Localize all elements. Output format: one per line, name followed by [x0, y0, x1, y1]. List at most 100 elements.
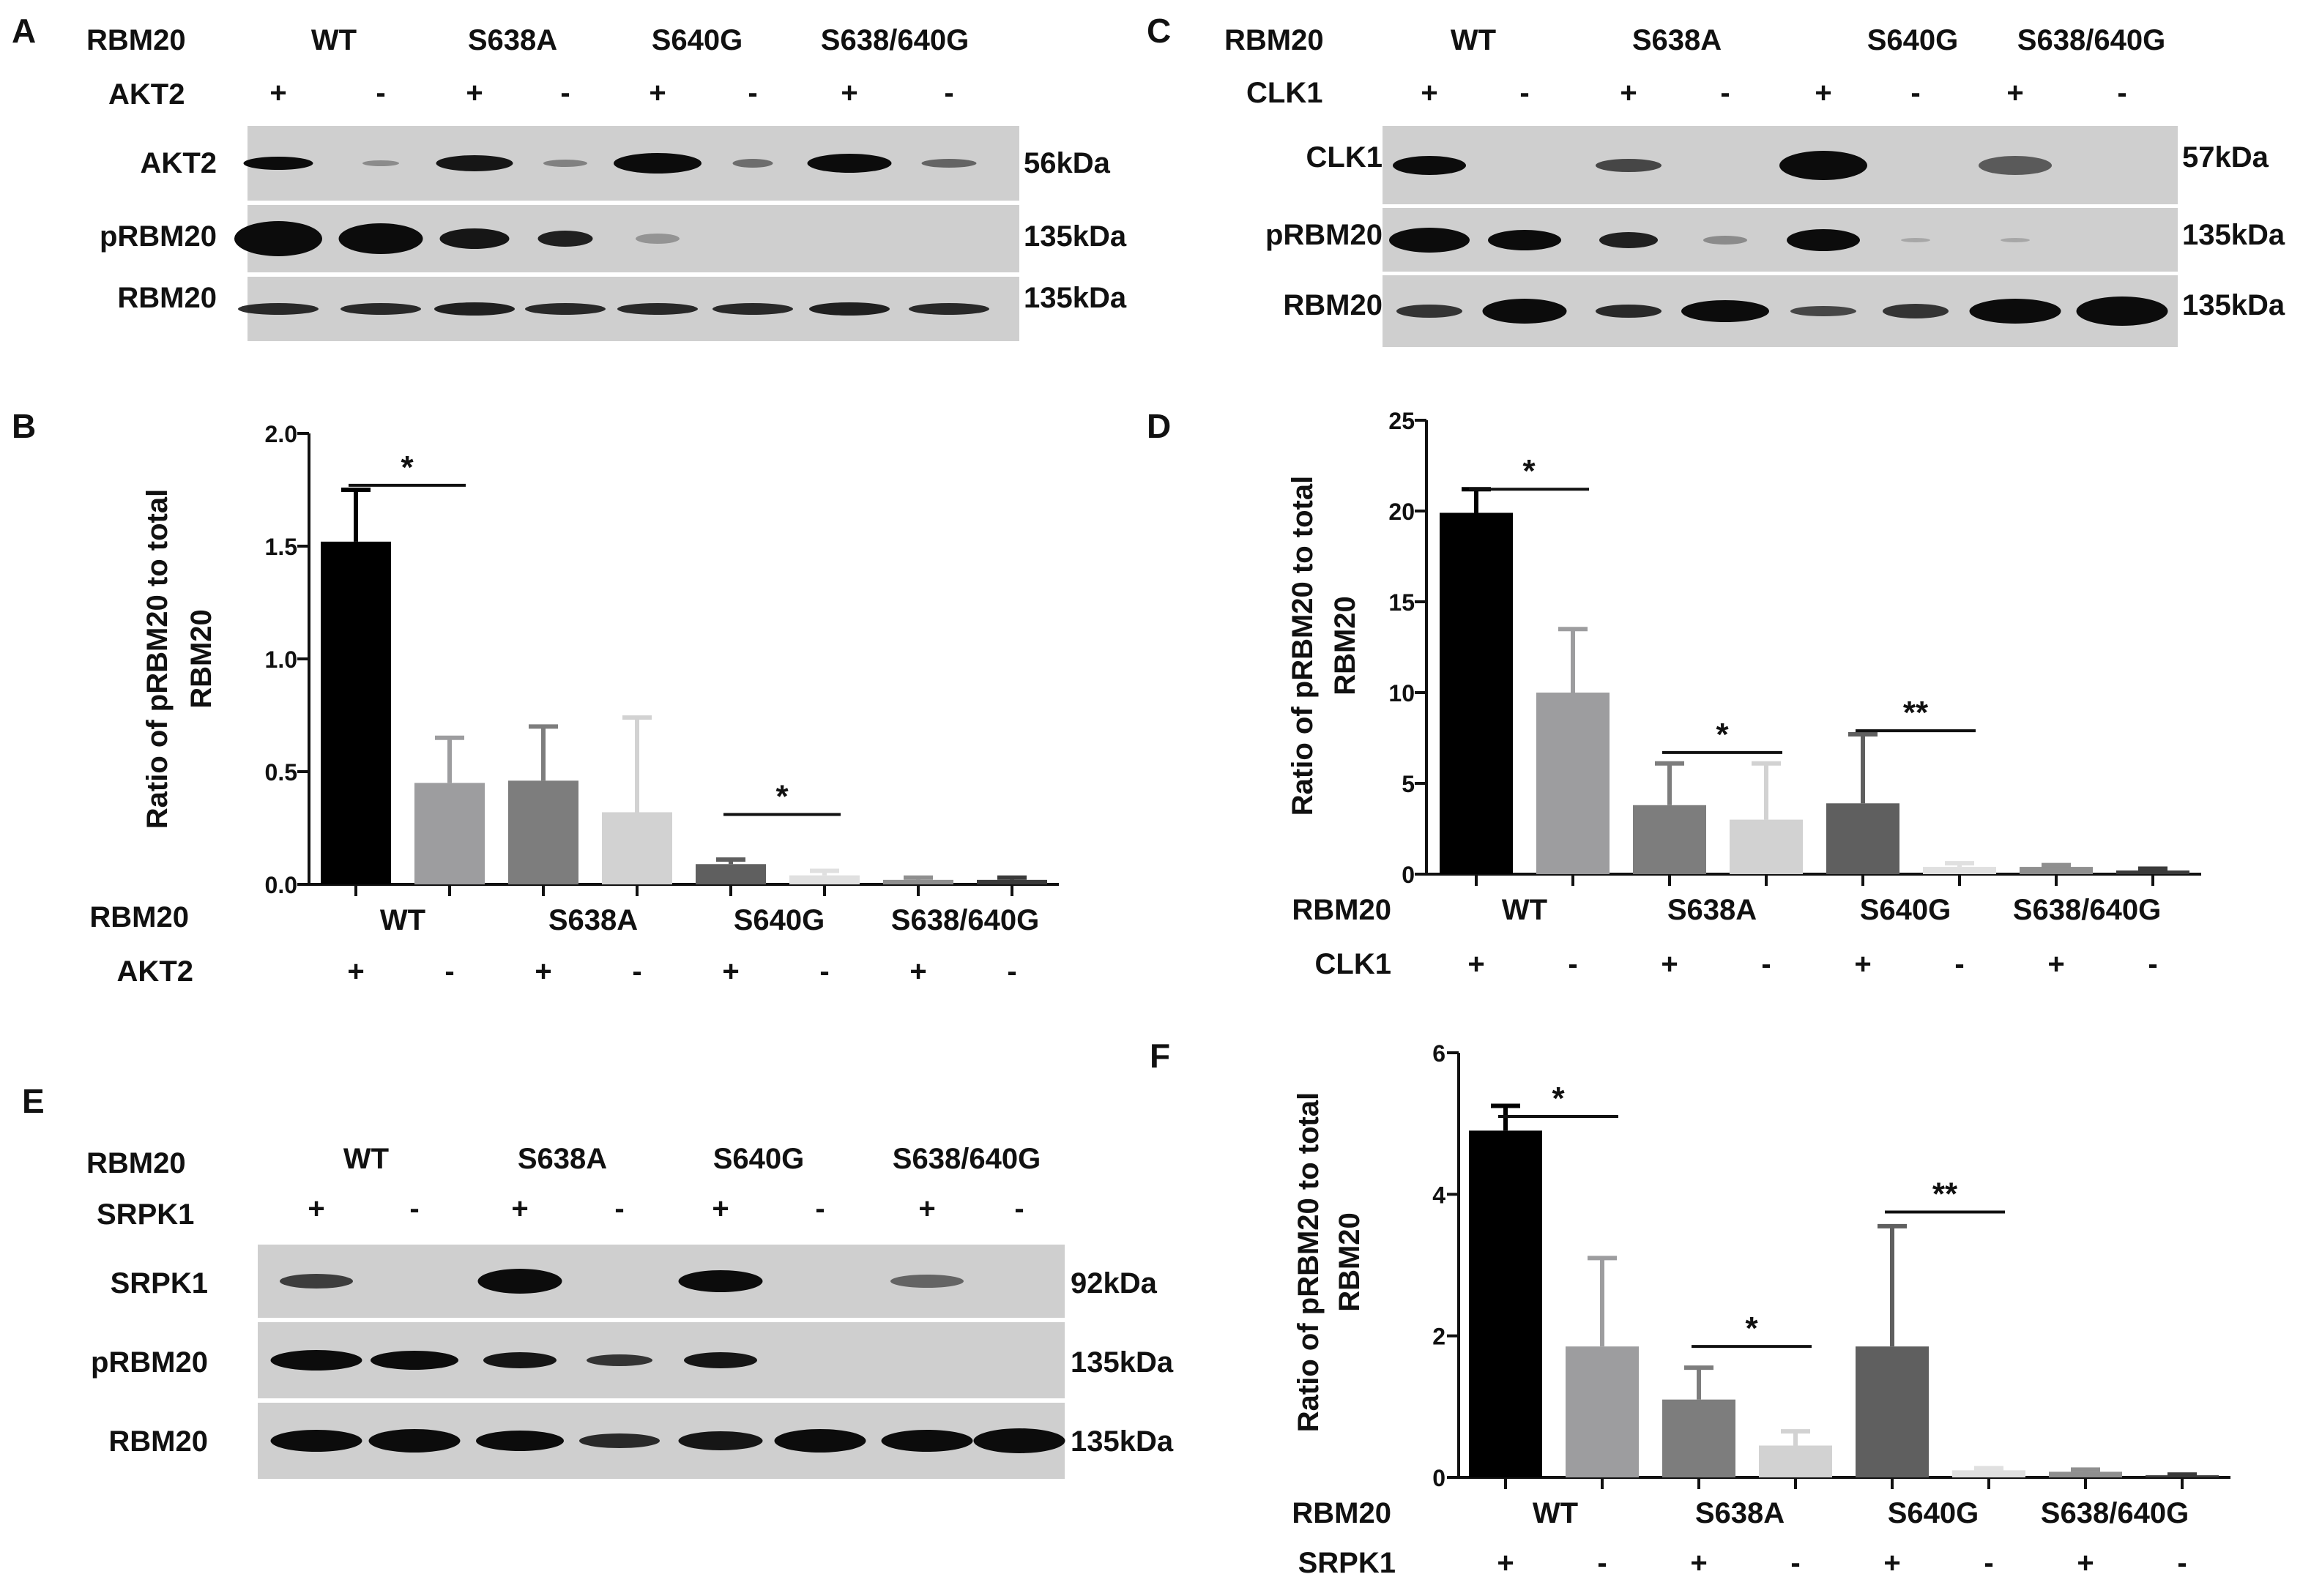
molecular-weight-label: 56kDa: [1024, 147, 1111, 179]
molecular-weight-label: 92kDa: [1071, 1267, 1158, 1299]
bar-chart-panel-d: D 0 5 10 15 20 25 Ratio of pRBM20 to total RBM20…: [1147, 407, 2201, 980]
treatment-sign: +: [2047, 948, 2064, 980]
protein-band: [477, 1269, 562, 1294]
y-tick-label: 15: [1388, 589, 1415, 616]
protein-band: [890, 1275, 964, 1288]
protein-band: [1389, 228, 1470, 253]
y-tick-label: 6: [1432, 1040, 1445, 1067]
treatment-sign: +: [2006, 77, 2023, 109]
protein-band: [1393, 156, 1466, 175]
protein-band: [684, 1352, 757, 1368]
blot-row-label: pRBM20: [1265, 219, 1383, 251]
protein-band: [1396, 305, 1462, 318]
protein-band: [678, 1270, 763, 1292]
protein-band: [525, 303, 606, 315]
blot-row-label: RBM20: [108, 1425, 208, 1458]
protein-band: [1482, 299, 1567, 324]
treatment-sign: -: [376, 77, 385, 109]
protein-band: [1596, 305, 1662, 318]
protein-band: [921, 159, 977, 168]
bar: [1759, 1445, 1832, 1477]
treatment-sign: +: [841, 77, 857, 109]
protein-band: [483, 1352, 557, 1368]
treatment-sign: -: [1014, 1193, 1024, 1225]
category-row-label: RBM20: [1292, 1497, 1391, 1529]
treatment-sign: +: [909, 955, 926, 988]
bar: [1826, 803, 1899, 874]
treatment-sign: +: [1690, 1547, 1707, 1579]
significance-marker: **: [1903, 695, 1929, 731]
protein-band: [434, 302, 515, 316]
panel-letter: E: [22, 1082, 45, 1120]
protein-band: [537, 231, 593, 247]
treatment-sign: -: [560, 77, 570, 109]
protein-band: [712, 303, 793, 315]
bar: [602, 812, 672, 884]
protein-band: [636, 234, 680, 244]
treatment-sign: +: [308, 1193, 324, 1225]
group-label: S640G: [734, 904, 825, 936]
protein-band: [371, 1351, 458, 1370]
kinase-row-label: AKT2: [108, 78, 185, 111]
group-label: S638A: [1695, 1497, 1785, 1529]
group-label: WT: [343, 1143, 389, 1175]
treatment-sign: +: [1815, 77, 1831, 109]
group-label: S640G: [1860, 894, 1951, 926]
treatment-sign: -: [1954, 948, 1964, 980]
treatment-sign: -: [815, 1193, 825, 1225]
group-label: S640G: [713, 1143, 805, 1175]
treatment-sign: +: [347, 955, 364, 988]
protein-band: [1790, 306, 1856, 316]
y-tick-label: 0.0: [265, 872, 297, 898]
treatment-sign: -: [1790, 1547, 1800, 1579]
bar: [883, 879, 953, 884]
significance-marker: *: [775, 779, 789, 815]
bar: [789, 875, 860, 884]
group-label: WT: [1451, 24, 1496, 56]
bar: [508, 780, 578, 884]
bar: [1469, 1130, 1542, 1477]
bar: [1633, 805, 1706, 874]
treatment-sign: -: [1519, 77, 1529, 109]
treatment-sign: -: [748, 77, 757, 109]
protein-band: [774, 1429, 866, 1453]
group-label: S638A: [1632, 24, 1722, 56]
protein-band: [1979, 156, 2052, 175]
y-tick-label: 5: [1402, 771, 1415, 797]
panel-letter: F: [1150, 1037, 1170, 1075]
molecular-weight-label: 135kDa: [2182, 219, 2285, 251]
y-tick-label: 2.0: [265, 421, 297, 447]
blot-row-label: pRBM20: [91, 1346, 208, 1379]
panel-letter: A: [12, 12, 36, 50]
treatment-sign: +: [722, 955, 739, 988]
y-tick-label: 0: [1402, 862, 1415, 888]
y-axis-label: Ratio of pRBM20 to total: [1287, 476, 1319, 816]
treatment-sign: -: [1984, 1547, 1993, 1579]
group-label: S638/640G: [2017, 24, 2165, 56]
treatment-sign: -: [1007, 955, 1016, 988]
protein-band: [2001, 238, 2030, 242]
protein-band: [1488, 230, 1561, 250]
protein-band: [614, 153, 702, 174]
protein-band: [1779, 151, 1867, 180]
treatment-sign: +: [1620, 77, 1637, 109]
protein-band: [617, 303, 698, 315]
y-tick-label: 0.5: [265, 759, 297, 786]
panel-letter: B: [12, 407, 36, 445]
treatment-sign: +: [1883, 1547, 1900, 1579]
treatment-sign: -: [632, 955, 641, 988]
protein-band: [1681, 300, 1769, 322]
kinase-row-label: AKT2: [117, 955, 193, 988]
bar: [1440, 512, 1513, 874]
kinase-row-label: SRPK1: [1298, 1547, 1396, 1579]
group-label: S638A: [548, 904, 638, 936]
group-label: WT: [380, 904, 425, 936]
header-row-label: RBM20: [86, 24, 186, 56]
y-tick-label: 1.0: [265, 646, 297, 673]
kinase-row-label: CLK1: [1315, 948, 1391, 980]
significance-marker: *: [1522, 453, 1536, 489]
significance-marker: **: [1932, 1177, 1958, 1212]
bar: [696, 864, 766, 884]
protein-band: [973, 1428, 1065, 1453]
